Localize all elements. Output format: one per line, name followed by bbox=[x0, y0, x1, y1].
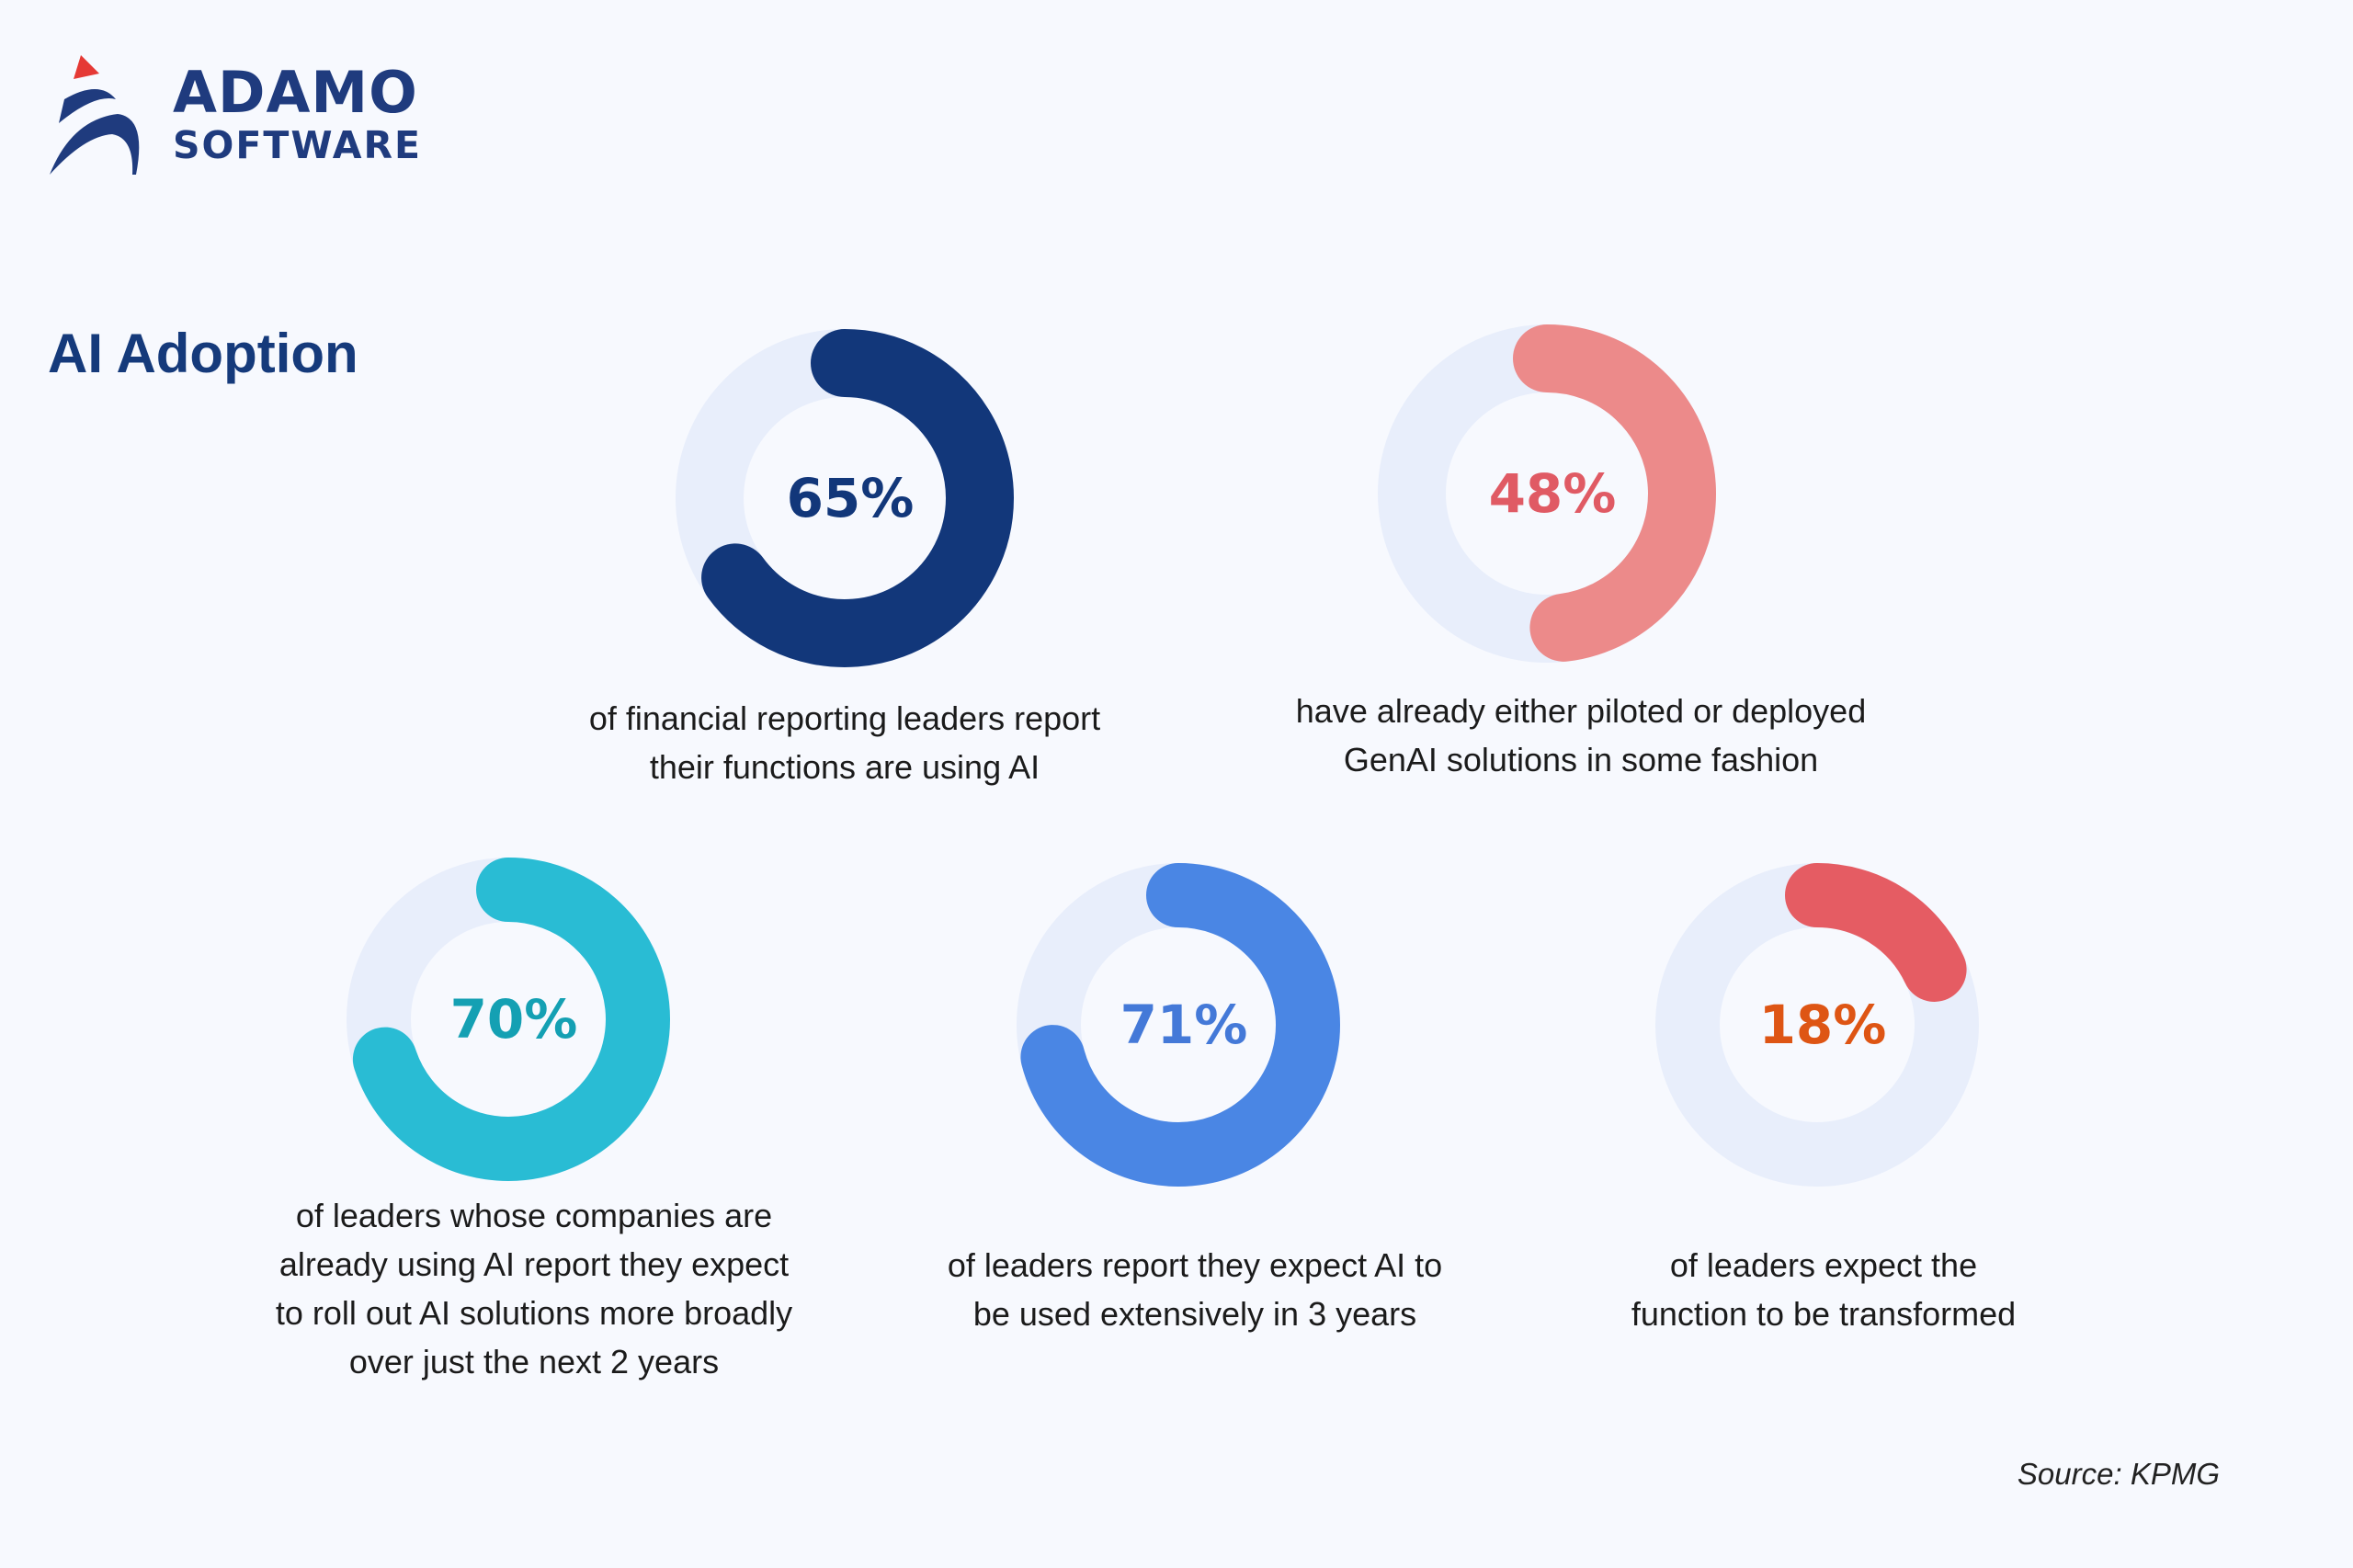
caption-line: function to be transformed bbox=[1631, 1295, 2017, 1333]
caption-line: to roll out AI solutions more broadly bbox=[275, 1294, 793, 1332]
donut-0: 65% bbox=[676, 329, 1014, 667]
source-note: Source: KPMG bbox=[2017, 1457, 2220, 1491]
donut-percent-label: 18% bbox=[1759, 994, 1887, 1056]
logo-text-adamo: ADAMO bbox=[173, 59, 418, 126]
donut-percent-label: 65% bbox=[787, 467, 915, 529]
donut-caption: of leaders report they expect AI to be us… bbox=[948, 1241, 1442, 1338]
donut-caption: of leaders expect the function to be tran… bbox=[1631, 1241, 2016, 1338]
page-title: AI Adoption bbox=[48, 323, 358, 384]
donut-arc bbox=[352, 858, 670, 1181]
caption-line: be used extensively in 3 years bbox=[972, 1295, 1417, 1333]
caption-line: GenAI solutions in some fashion bbox=[1343, 741, 1819, 778]
donut-caption: of financial reporting leaders report the… bbox=[589, 694, 1100, 791]
donut-percent-label: 71% bbox=[1120, 994, 1248, 1056]
logo-text-software: SOFTWARE bbox=[173, 123, 423, 167]
donut-percent-label: 70% bbox=[450, 988, 578, 1051]
donut-arc bbox=[1513, 324, 1716, 662]
caption-line: already using AI report they expect bbox=[278, 1245, 790, 1283]
caption-line: of leaders expect the bbox=[1669, 1246, 1978, 1284]
caption-line: of financial reporting leaders report bbox=[588, 699, 1101, 737]
donut-caption: have already either piloted or deployed G… bbox=[1296, 687, 1866, 784]
caption-line: their functions are using AI bbox=[649, 748, 1040, 786]
donut-1: 48% bbox=[1378, 324, 1716, 663]
donut-2: 70% bbox=[347, 858, 670, 1181]
donut-arc bbox=[1020, 863, 1340, 1187]
donut-arc bbox=[1785, 863, 1967, 1002]
donut-percent-label: 48% bbox=[1489, 462, 1617, 525]
caption-line: over just the next 2 years bbox=[348, 1343, 720, 1381]
adamo-software-logo: ADAMO SOFTWARE bbox=[44, 53, 485, 182]
logo-mark-icon bbox=[50, 55, 140, 175]
caption-line: of leaders whose companies are bbox=[295, 1197, 773, 1234]
caption-line: have already either piloted or deployed bbox=[1295, 692, 1867, 730]
donut-caption: of leaders whose companies are already us… bbox=[276, 1191, 792, 1386]
donut-4: 18% bbox=[1655, 863, 1979, 1187]
donut-3: 71% bbox=[1017, 863, 1340, 1187]
donut-arc bbox=[701, 329, 1014, 667]
caption-line: of leaders report they expect AI to bbox=[947, 1246, 1443, 1284]
